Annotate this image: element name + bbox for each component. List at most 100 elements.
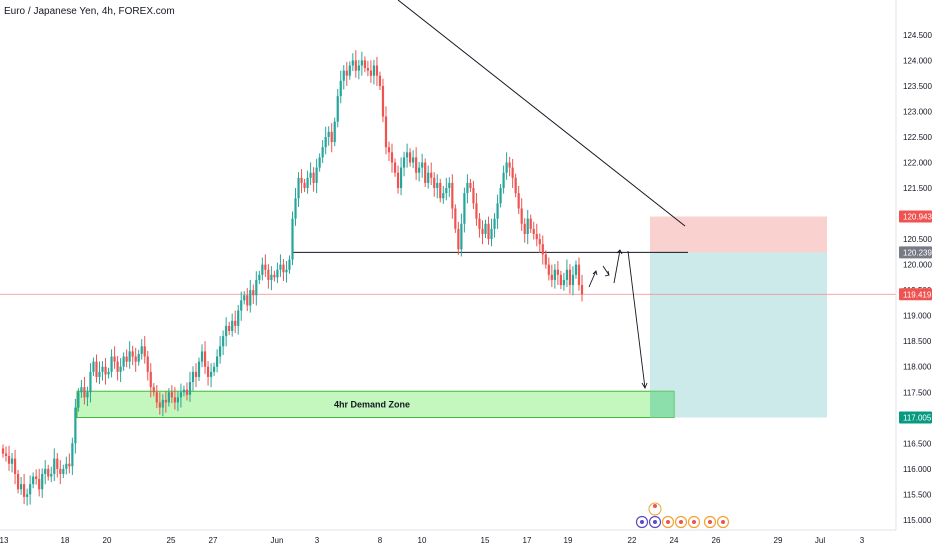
candle xyxy=(264,254,267,277)
candle-body xyxy=(363,60,366,69)
candle-body xyxy=(194,371,198,377)
candle-body xyxy=(430,172,433,178)
projection-arrow-down-1 xyxy=(602,265,610,276)
candle-body xyxy=(77,392,80,408)
candle xyxy=(182,385,186,397)
candle xyxy=(318,153,321,172)
candle-body xyxy=(451,182,454,209)
candle xyxy=(514,173,517,198)
event-marker-core xyxy=(653,520,657,524)
candle xyxy=(179,383,183,408)
candle-body xyxy=(568,269,572,286)
candle-body xyxy=(565,269,569,280)
candle-body xyxy=(252,290,255,296)
candle-body xyxy=(191,371,195,383)
candle xyxy=(372,59,376,85)
candle xyxy=(439,178,442,203)
x-tick-label: 25 xyxy=(167,536,176,545)
candle-body xyxy=(86,392,89,398)
candle-body xyxy=(484,223,487,234)
candle-body xyxy=(104,366,107,375)
event-marker-outline[interactable] xyxy=(648,502,662,516)
candle xyxy=(29,475,32,505)
stop-loss-zone[interactable] xyxy=(650,216,827,253)
take-profit-zone[interactable] xyxy=(650,252,827,418)
time-axis[interactable]: 13 18 20 25 27 Jun 3 8 10 15 17 19 22 24 26 29 Jul 3 xyxy=(0,529,896,545)
candle xyxy=(35,469,38,485)
candle-body xyxy=(387,147,391,153)
candle xyxy=(339,70,342,104)
candle xyxy=(119,358,122,383)
candle-body xyxy=(89,371,92,393)
candle xyxy=(122,352,125,371)
x-tick-label: 13 xyxy=(0,536,9,545)
candle-body xyxy=(472,188,475,204)
candle-body xyxy=(523,223,526,234)
candle xyxy=(330,123,333,153)
price-tag-label-target: 117.005 xyxy=(903,414,932,423)
candle xyxy=(161,394,164,417)
candle-body xyxy=(487,223,490,240)
candle xyxy=(466,174,469,204)
candle xyxy=(188,371,192,402)
candle-body xyxy=(478,218,481,229)
candle xyxy=(279,254,282,277)
candle xyxy=(357,59,360,80)
candle xyxy=(580,274,584,302)
candle xyxy=(152,383,155,397)
candle xyxy=(146,350,149,381)
candle xyxy=(387,141,391,161)
candle xyxy=(206,361,210,386)
candle-body xyxy=(384,116,388,148)
candle-body xyxy=(297,177,300,199)
candle xyxy=(44,460,47,485)
candle xyxy=(246,288,249,312)
price-tag-label-last: 119.419 xyxy=(903,290,932,299)
candle-body xyxy=(439,182,442,199)
candle xyxy=(101,361,104,381)
candle xyxy=(571,266,575,296)
candle xyxy=(143,336,146,364)
projection-arrow-head-4 xyxy=(641,382,648,390)
x-tick-label: 19 xyxy=(564,536,573,545)
candle xyxy=(303,178,306,193)
candle xyxy=(381,78,385,123)
y-tick-label: 123.500 xyxy=(903,82,932,91)
candle xyxy=(237,304,240,335)
candle-body xyxy=(547,264,550,275)
y-tick-label: 124.000 xyxy=(903,56,932,65)
descending-trend-line[interactable] xyxy=(397,0,686,227)
candle-body xyxy=(526,218,529,234)
candle-body xyxy=(146,356,149,372)
candle-body xyxy=(32,476,35,485)
event-marker-core xyxy=(640,520,644,524)
candle xyxy=(243,291,246,305)
candle xyxy=(255,271,258,306)
candle-body xyxy=(41,473,44,490)
candle xyxy=(517,185,520,215)
candle-body xyxy=(212,366,216,372)
candle-body xyxy=(442,193,445,199)
candle-body xyxy=(249,290,252,306)
candle xyxy=(427,165,430,189)
candle-body xyxy=(246,295,249,306)
candle xyxy=(405,143,409,168)
candle-body xyxy=(511,167,514,178)
candle xyxy=(125,349,128,368)
candle-body xyxy=(556,269,559,275)
candle-body xyxy=(550,274,553,280)
candle xyxy=(137,349,140,366)
candle-body xyxy=(179,392,183,398)
candle-body xyxy=(29,484,32,495)
candle xyxy=(258,270,261,285)
x-tick-label: 26 xyxy=(712,536,721,545)
candle-body xyxy=(71,443,74,467)
candle xyxy=(267,264,270,289)
candle xyxy=(348,61,351,80)
candle-body xyxy=(378,75,382,86)
candle xyxy=(131,345,134,366)
candle-body xyxy=(291,218,294,260)
candle xyxy=(472,180,475,209)
candle xyxy=(1,444,5,458)
